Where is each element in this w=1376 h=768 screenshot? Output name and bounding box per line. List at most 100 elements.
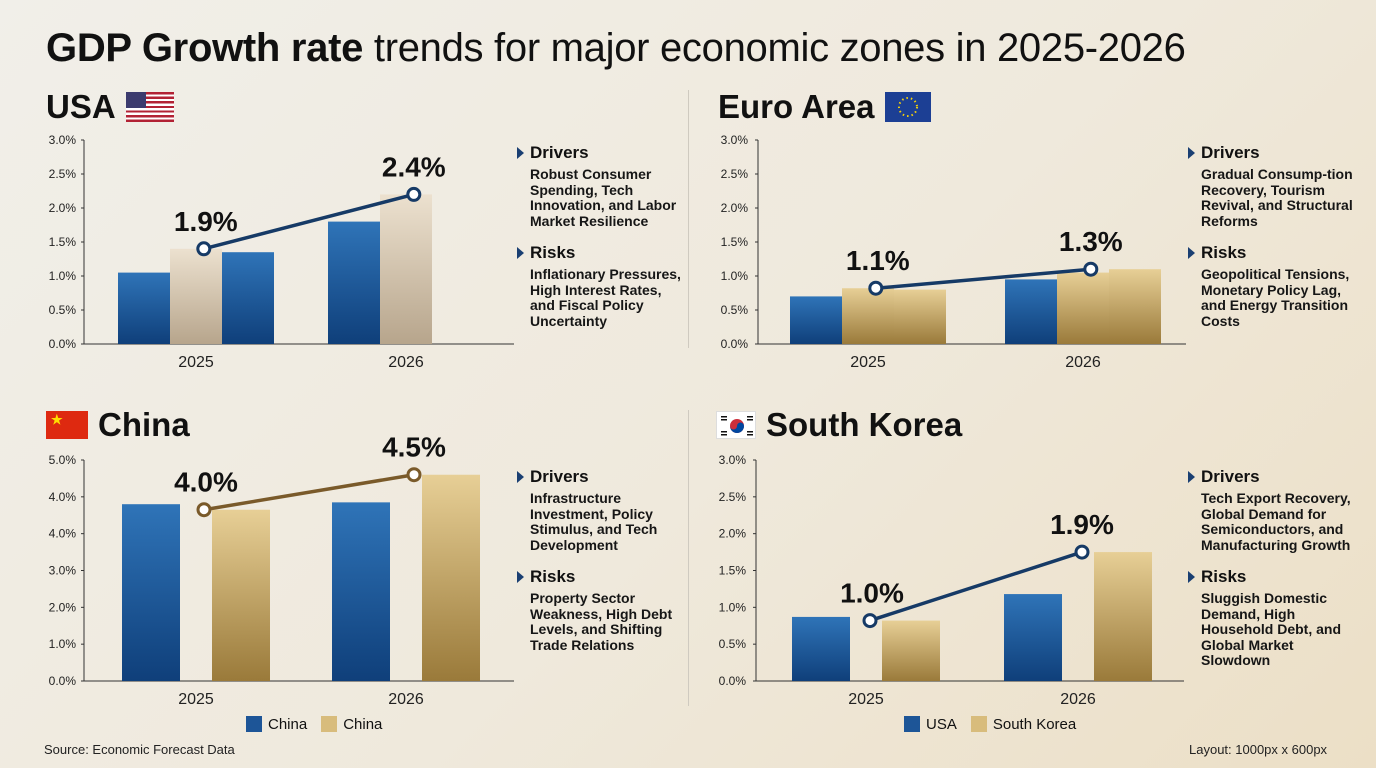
y-tick-label: 0.0% bbox=[719, 674, 747, 688]
risks-heading: Risks bbox=[517, 243, 687, 263]
y-tick-label: 1.5% bbox=[719, 564, 747, 578]
legend-item: USA bbox=[904, 716, 957, 733]
chart-euro: 0.0% 0.5% 1.0% 1.5% 2.0% 2.5% 3.0% 2025 2026 1.1%… bbox=[721, 133, 1186, 371]
drivers-heading: Drivers bbox=[517, 467, 687, 487]
notes-korea: Drivers Tech Export Recovery, Global Dem… bbox=[1188, 467, 1358, 683]
y-tick-label: 3.0% bbox=[719, 453, 747, 467]
y-tick-label: 5.0% bbox=[49, 453, 77, 467]
chart-korea: 0.0% 0.5% 1.0% 1.5% 2.0% 2.5% 3.0% 2025 2026 1.0%… bbox=[719, 453, 1184, 708]
bar bbox=[1057, 272, 1109, 344]
divider bbox=[688, 90, 689, 348]
title-rest: trends for major economic zones in 2025-… bbox=[373, 26, 1186, 70]
bar bbox=[894, 289, 946, 344]
triangle-icon bbox=[1188, 471, 1195, 483]
cn-flag-icon: ★ bbox=[46, 411, 88, 439]
bar bbox=[380, 194, 432, 344]
triangle-icon bbox=[517, 147, 524, 159]
bar bbox=[1004, 594, 1062, 681]
bar bbox=[1094, 552, 1152, 681]
eu-flag-icon bbox=[884, 92, 931, 122]
x-tick-label: 2025 bbox=[178, 354, 214, 371]
bar bbox=[122, 504, 180, 681]
drivers-title: Drivers bbox=[530, 143, 589, 162]
chart-china: 0.0% 1.0% 2.0% 3.0% 4.0% 4.0% 5.0% 2025 2026 4.0%… bbox=[49, 432, 514, 708]
bar bbox=[792, 616, 850, 681]
panel-name: Euro Area bbox=[718, 88, 875, 125]
data-label: 1.9% bbox=[1050, 509, 1114, 540]
triangle-icon bbox=[517, 471, 524, 483]
y-tick-label: 1.0% bbox=[721, 269, 749, 283]
risks-text: Sluggish Domestic Demand, High Household… bbox=[1201, 590, 1341, 668]
drivers-text: Infrastructure Investment, Policy Stimul… bbox=[530, 490, 658, 553]
y-tick-label: 0.0% bbox=[721, 337, 749, 351]
bar bbox=[882, 620, 940, 681]
legend-label: South Korea bbox=[992, 716, 1077, 733]
x-tick-label: 2026 bbox=[1060, 691, 1096, 708]
panel-name: China bbox=[98, 406, 190, 443]
risks-heading: Risks bbox=[1188, 567, 1358, 587]
layout-note: Layout: 1000px x 600px bbox=[1189, 742, 1328, 757]
y-tick-label: 0.0% bbox=[49, 337, 77, 351]
y-tick-label: 1.0% bbox=[719, 600, 747, 614]
risks-text: Inflationary Pressures, High Interest Ra… bbox=[530, 266, 681, 329]
panel-name: USA bbox=[46, 88, 116, 125]
y-tick-label: 4.0% bbox=[49, 490, 77, 504]
y-tick-label: 2.5% bbox=[721, 167, 749, 181]
bar bbox=[118, 272, 170, 344]
x-tick-label: 2026 bbox=[1065, 354, 1101, 371]
chart-usa: 0.0% 0.5% 1.0% 1.5% 2.0% 2.5% 3.0% 2025 2026 1.9%… bbox=[49, 133, 514, 371]
drivers-text: Robust Consumer Spending, Tech Innovatio… bbox=[530, 166, 677, 229]
x-tick-label: 2026 bbox=[388, 691, 424, 708]
legend-label: China bbox=[268, 716, 308, 733]
trend-point bbox=[406, 467, 422, 483]
bar bbox=[422, 474, 480, 681]
trend-point bbox=[1074, 544, 1090, 560]
trend-line bbox=[203, 192, 415, 251]
y-tick-label: 3.0% bbox=[49, 564, 77, 578]
y-tick-label: 1.5% bbox=[49, 235, 77, 249]
bar bbox=[842, 288, 894, 344]
triangle-icon bbox=[1188, 247, 1195, 259]
legend-swatch bbox=[904, 716, 920, 732]
triangle-icon bbox=[517, 571, 524, 583]
data-label: 4.0% bbox=[174, 467, 238, 498]
panel-name: South Korea bbox=[766, 406, 963, 443]
trend-point bbox=[196, 241, 212, 257]
bar bbox=[212, 509, 270, 681]
x-tick-label: 2025 bbox=[178, 691, 214, 708]
risks-title: Risks bbox=[1201, 243, 1247, 262]
y-tick-label: 2.5% bbox=[49, 167, 77, 181]
data-label: 4.5% bbox=[382, 432, 446, 463]
trend-point bbox=[196, 502, 212, 518]
bar bbox=[790, 296, 842, 344]
trend-line bbox=[875, 267, 1091, 290]
y-tick-label: 0.0% bbox=[49, 674, 77, 688]
y-tick-label: 2.5% bbox=[719, 490, 747, 504]
y-tick-label: 1.5% bbox=[721, 235, 749, 249]
legend-item: South Korea bbox=[970, 716, 1077, 733]
drivers-heading: Drivers bbox=[1188, 143, 1358, 163]
x-tick-label: 2025 bbox=[848, 691, 884, 708]
data-label: 1.3% bbox=[1059, 226, 1123, 257]
legend-china: China China bbox=[246, 716, 382, 733]
bar bbox=[170, 248, 222, 344]
notes-euro: Drivers Gradual Consump-tion Recovery, T… bbox=[1188, 143, 1358, 343]
trend-line bbox=[869, 550, 1083, 623]
drivers-title: Drivers bbox=[1201, 467, 1260, 486]
risks-text: Property Sector Weakness, High Debt Leve… bbox=[530, 590, 673, 653]
y-tick-label: 2.0% bbox=[49, 201, 77, 215]
y-tick-label: 2.0% bbox=[49, 600, 77, 614]
y-tick-label: 0.5% bbox=[721, 303, 749, 317]
legend-item: China bbox=[321, 716, 382, 733]
risks-heading: Risks bbox=[1188, 243, 1358, 263]
triangle-icon bbox=[1188, 571, 1195, 583]
legend-label: China bbox=[343, 716, 383, 733]
triangle-icon bbox=[517, 247, 524, 259]
drivers-text: Tech Export Recovery, Global Demand for … bbox=[1201, 490, 1351, 553]
bar bbox=[328, 221, 380, 344]
legend-swatch bbox=[970, 716, 987, 732]
legend-label: USA bbox=[926, 716, 957, 733]
risks-title: Risks bbox=[530, 567, 576, 586]
divider bbox=[688, 410, 689, 706]
panel-title-korea: South Korea bbox=[716, 406, 962, 444]
